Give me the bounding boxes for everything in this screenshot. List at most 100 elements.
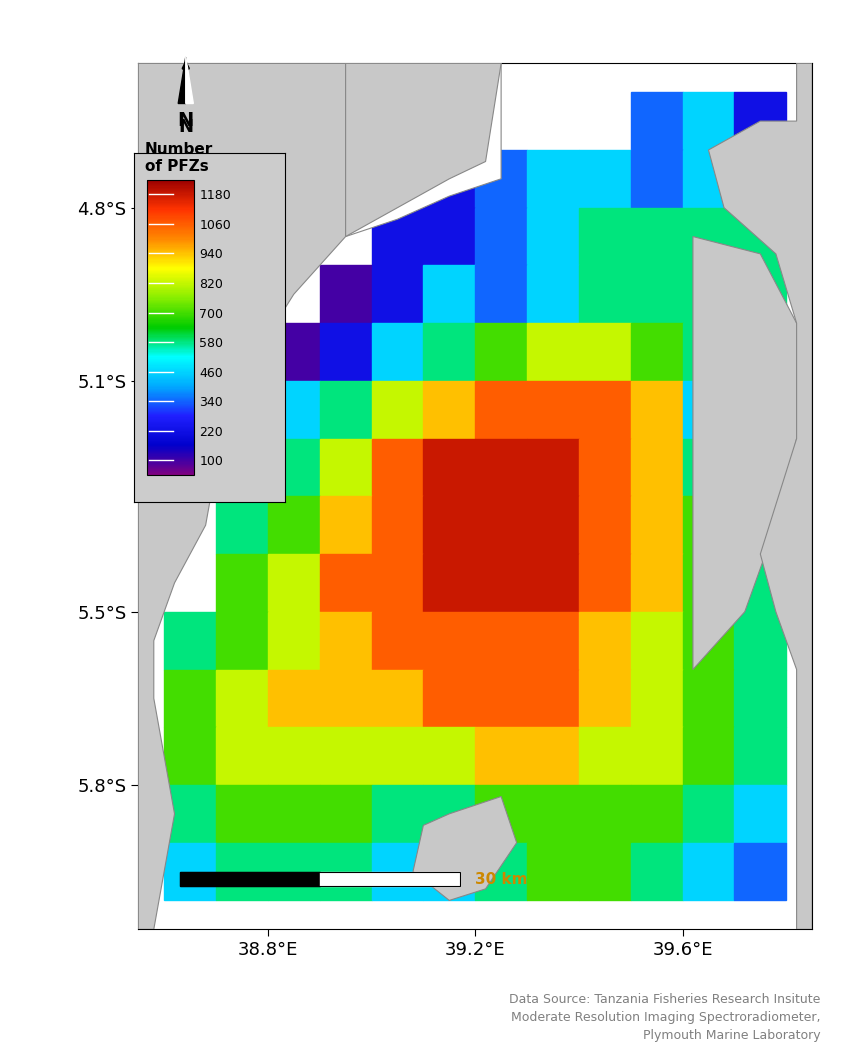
Bar	[164, 611, 216, 670]
Bar	[372, 265, 423, 323]
Polygon shape	[346, 63, 501, 237]
Polygon shape	[178, 57, 186, 103]
Bar	[734, 381, 786, 438]
Bar	[734, 208, 786, 265]
Bar	[527, 728, 579, 785]
Bar	[320, 843, 372, 901]
Text: N: N	[178, 117, 194, 136]
Bar	[579, 843, 631, 901]
Polygon shape	[346, 63, 501, 237]
Bar	[320, 728, 372, 785]
Bar	[216, 611, 268, 670]
Bar	[268, 611, 320, 670]
Bar	[527, 381, 579, 438]
Text: Number
of PFZs: Number of PFZs	[144, 142, 213, 174]
Bar	[372, 438, 423, 496]
Bar	[423, 323, 475, 381]
Bar	[683, 208, 734, 265]
Bar	[579, 381, 631, 438]
Polygon shape	[413, 796, 517, 901]
Bar	[216, 554, 268, 611]
Bar	[423, 611, 475, 670]
Bar	[683, 323, 734, 381]
Bar	[527, 554, 579, 611]
Bar	[579, 265, 631, 323]
Bar	[734, 323, 786, 381]
Bar	[372, 208, 423, 265]
Bar	[164, 843, 216, 901]
Polygon shape	[708, 63, 812, 929]
Bar	[475, 554, 527, 611]
Bar	[734, 728, 786, 785]
Bar	[320, 381, 372, 438]
Bar	[475, 438, 527, 496]
Bar	[475, 265, 527, 323]
Bar	[320, 785, 372, 843]
Bar	[734, 150, 786, 208]
Bar	[372, 728, 423, 785]
Bar	[527, 843, 579, 901]
Bar	[631, 381, 683, 438]
Bar	[475, 728, 527, 785]
Text: 30 km: 30 km	[475, 871, 528, 887]
Bar	[423, 208, 475, 265]
Bar	[423, 381, 475, 438]
Bar	[734, 496, 786, 554]
Bar	[579, 554, 631, 611]
Bar	[579, 670, 631, 728]
Bar	[475, 496, 527, 554]
Bar	[164, 728, 216, 785]
Bar	[268, 785, 320, 843]
Bar	[216, 381, 268, 438]
Bar	[631, 728, 683, 785]
Bar	[631, 208, 683, 265]
Bar	[579, 208, 631, 265]
Bar	[683, 670, 734, 728]
Bar	[734, 438, 786, 496]
Polygon shape	[186, 57, 194, 103]
Bar	[164, 670, 216, 728]
Bar	[268, 496, 320, 554]
Bar	[683, 785, 734, 843]
Bar	[579, 496, 631, 554]
Bar	[372, 554, 423, 611]
Bar	[216, 728, 268, 785]
Bar	[631, 323, 683, 381]
Bar	[734, 785, 786, 843]
Bar	[268, 323, 320, 381]
Bar	[372, 381, 423, 438]
Bar	[734, 611, 786, 670]
Bar	[320, 265, 372, 323]
Bar	[734, 670, 786, 728]
Bar	[180, 871, 320, 886]
Bar	[475, 323, 527, 381]
Bar	[268, 843, 320, 901]
Bar	[579, 611, 631, 670]
Bar	[527, 670, 579, 728]
Bar	[683, 496, 734, 554]
Bar	[423, 265, 475, 323]
Bar	[320, 611, 372, 670]
Bar	[683, 265, 734, 323]
Bar	[631, 150, 683, 208]
Bar	[423, 438, 475, 496]
Bar	[683, 728, 734, 785]
Bar	[372, 611, 423, 670]
Bar	[527, 438, 579, 496]
Bar	[527, 150, 579, 208]
Bar	[268, 670, 320, 728]
Bar	[372, 785, 423, 843]
Bar	[683, 611, 734, 670]
Text: N: N	[178, 111, 194, 130]
Bar	[423, 670, 475, 728]
Bar	[475, 150, 527, 208]
Bar	[683, 554, 734, 611]
Bar	[579, 323, 631, 381]
Bar	[320, 323, 372, 381]
Bar	[372, 843, 423, 901]
Bar	[734, 265, 786, 323]
Bar	[683, 438, 734, 496]
Bar	[734, 843, 786, 901]
Bar	[475, 785, 527, 843]
Bar	[320, 496, 372, 554]
